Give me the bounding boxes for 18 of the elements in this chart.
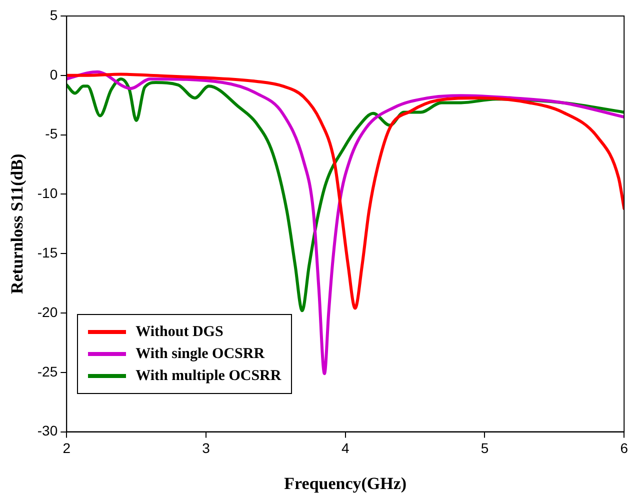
- x-tick-label: 5: [480, 440, 489, 456]
- x-tick-label: 4: [341, 440, 350, 456]
- y-tick-label: -30: [37, 422, 58, 439]
- y-tick-label: -10: [37, 185, 58, 202]
- y-tick-label: -25: [37, 363, 58, 380]
- legend-label: With multiple OCSRR: [136, 366, 282, 386]
- legend-label: With single OCSRR: [136, 344, 265, 364]
- y-tick-label: 0: [50, 66, 58, 82]
- y-tick-label: -5: [45, 126, 58, 142]
- x-tick-label: 6: [620, 440, 628, 456]
- legend-label: Without DGS: [136, 322, 224, 342]
- y-tick-label: 5: [50, 6, 58, 23]
- x-tick-label: 2: [62, 440, 71, 456]
- x-tick-label: 3: [202, 440, 210, 456]
- y-axis-title: Returnloss S11(dB): [8, 154, 27, 294]
- y-tick-label: -20: [37, 304, 58, 320]
- y-tick-label: -15: [37, 244, 58, 260]
- x-axis-title: Frequency(GHz): [284, 474, 407, 494]
